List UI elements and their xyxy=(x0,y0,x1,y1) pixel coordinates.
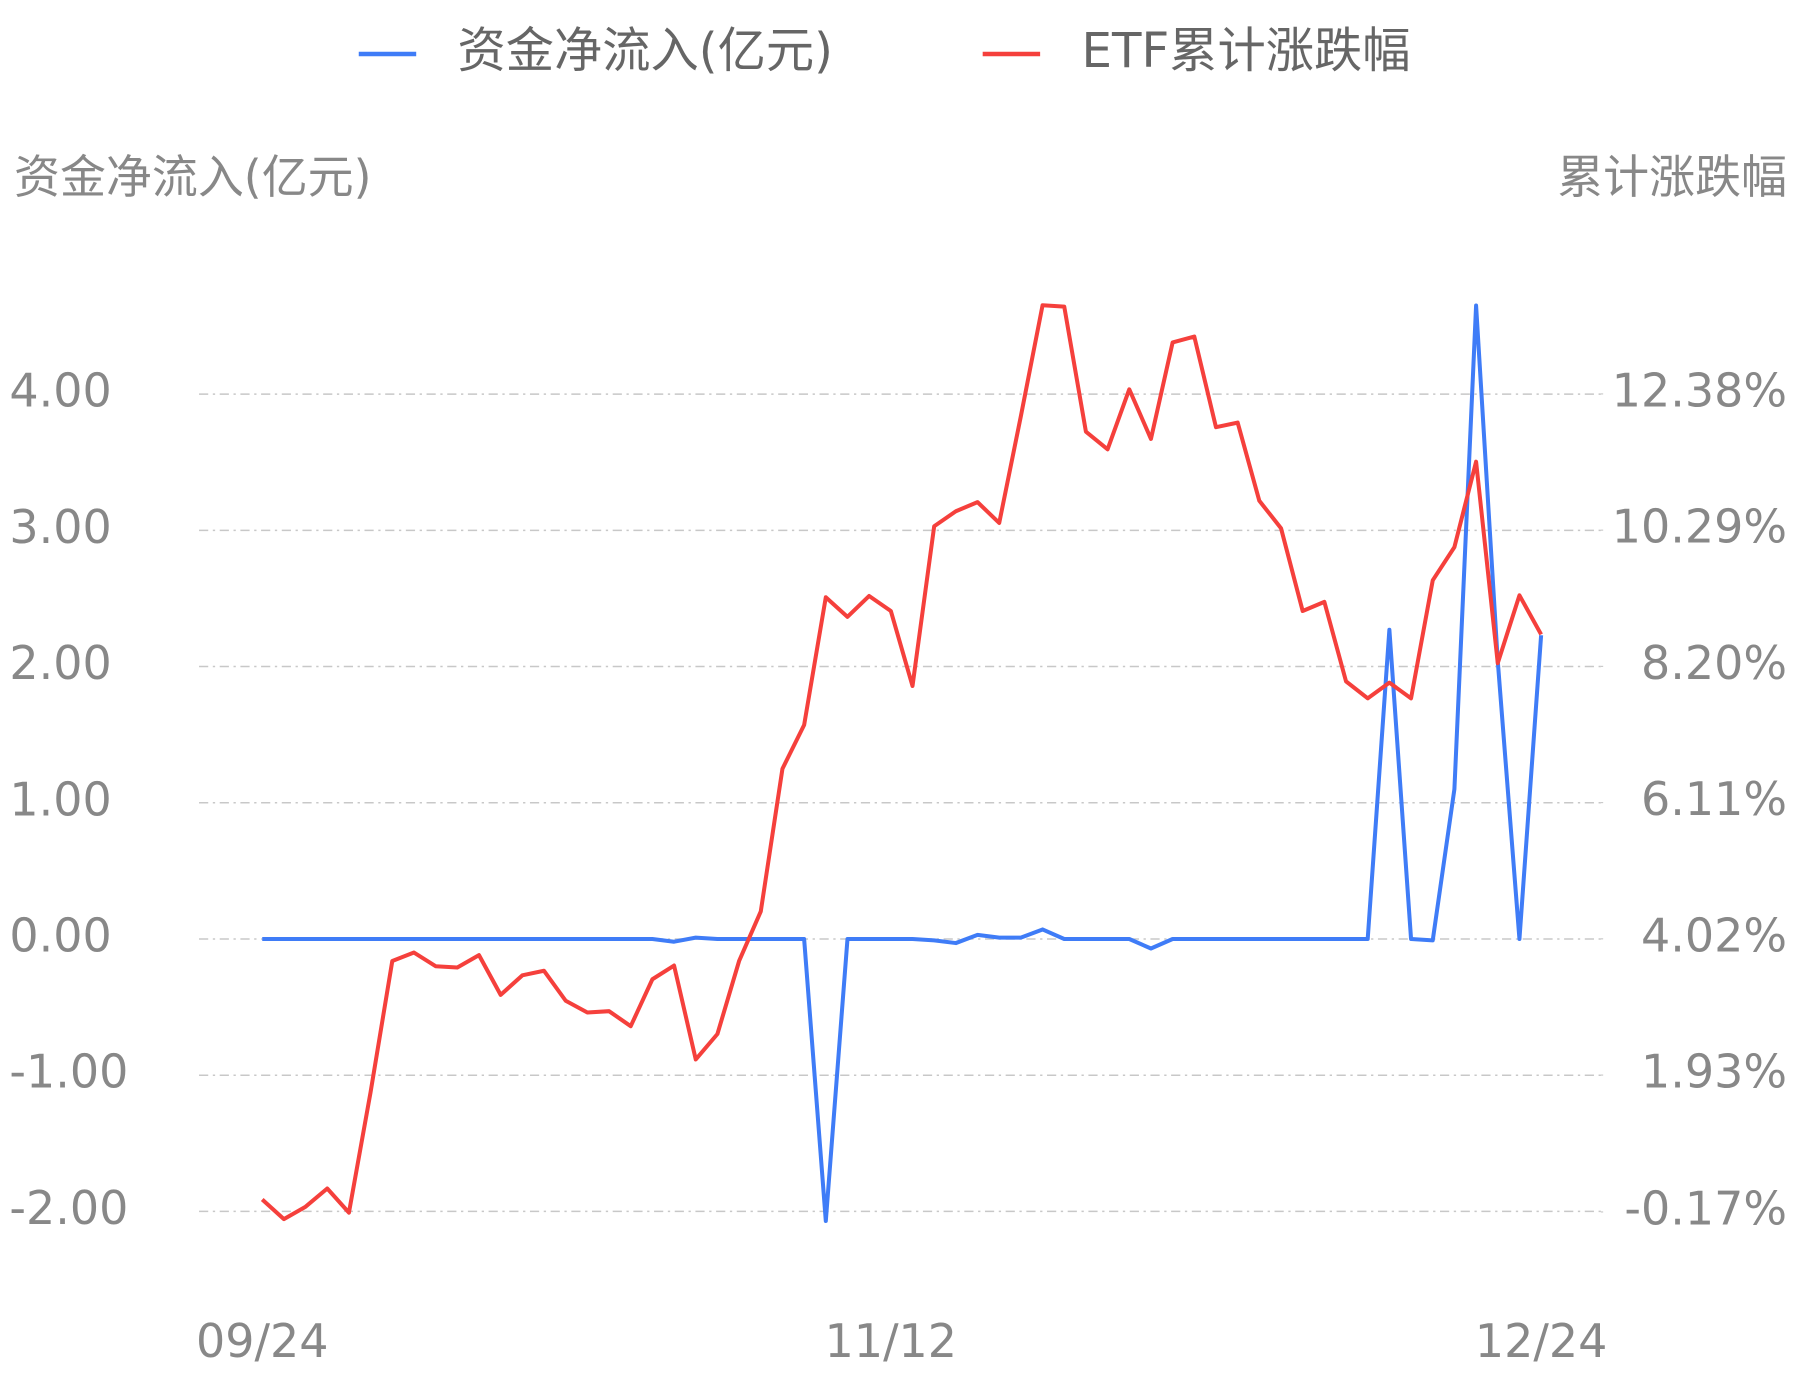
y-tick-label: 1.00 xyxy=(9,772,111,826)
y-tick-label: 3.00 xyxy=(9,500,111,554)
x-tick-label: 12/24 xyxy=(1475,1314,1607,1368)
legend-label[interactable]: 资金净流入(亿元) xyxy=(458,23,833,79)
y-axis-label: 资金净流入(亿元) xyxy=(14,150,372,204)
x-tick-label: 11/12 xyxy=(825,1314,957,1368)
y-tick-label: 4.00 xyxy=(9,364,111,418)
y2-tick-label: 8.20% xyxy=(1641,636,1787,690)
y-tick-label: 0.00 xyxy=(9,908,111,962)
legend-label[interactable]: ETF累计涨跌幅 xyxy=(1081,23,1410,79)
y2-tick-label: 12.38% xyxy=(1612,363,1787,417)
y-tick-label: -1.00 xyxy=(9,1045,128,1099)
series-line xyxy=(262,303,1544,1223)
y2-tick-label: -0.17% xyxy=(1624,1181,1787,1235)
y2-tick-label: 6.11% xyxy=(1641,772,1787,826)
y2-tick-label: 1.93% xyxy=(1641,1045,1787,1099)
y2-axis-label: 累计涨跌幅 xyxy=(1557,150,1787,204)
x-tick-label: 09/24 xyxy=(196,1314,328,1368)
series-line xyxy=(260,303,1543,1222)
y-tick-label: -2.00 xyxy=(9,1181,128,1235)
y-tick-label: 2.00 xyxy=(9,636,111,690)
y2-tick-label: 10.29% xyxy=(1612,500,1787,554)
y2-tick-label: 4.02% xyxy=(1641,908,1787,962)
